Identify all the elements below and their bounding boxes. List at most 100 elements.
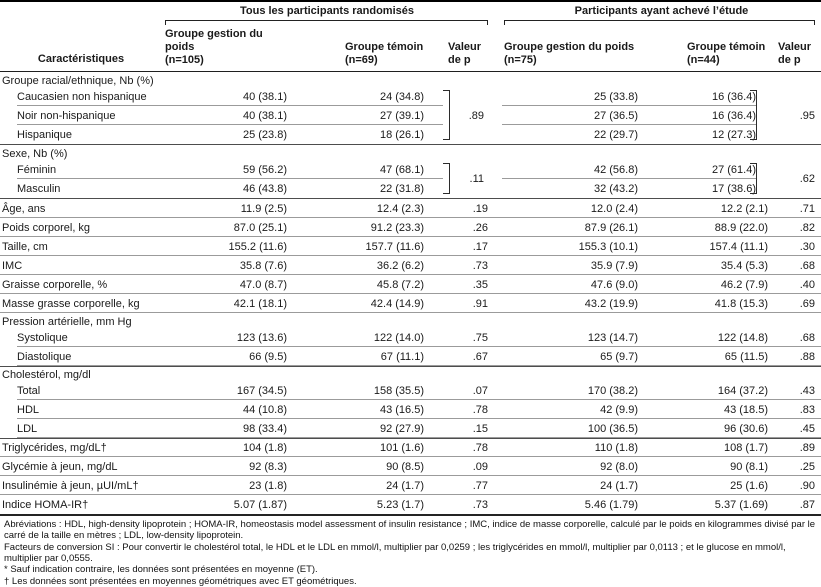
spanner-group-randomized: Tous les participants randomisés — [162, 4, 492, 25]
cell: 18 (26.1) — [379, 128, 424, 141]
table-row: Glycémie à jeun, mg/dL 92 (8.3) 90 (8.5) .0… — [0, 457, 821, 476]
cell: 92 (8.0) — [600, 460, 638, 473]
spanner-empty-cell — [0, 4, 162, 25]
cell: 35.4 (5.3) — [720, 259, 768, 272]
p-bracket — [750, 163, 757, 194]
cell: 158 (35.5) — [373, 384, 424, 397]
spanner-gap — [492, 4, 502, 25]
cell: 27 (36.5) — [593, 109, 638, 122]
row-label: LDL — [17, 422, 38, 435]
cell: 101 (1.6) — [379, 442, 424, 454]
table-header: Tous les participants randomisés Partici… — [0, 0, 821, 72]
table-row: Insulinémie à jeun, µUI/mL† 23 (1.8) 24 (1… — [0, 476, 821, 495]
cell: 155.3 (10.1) — [578, 240, 638, 253]
footnote-abbreviations: Abréviations : HDL, high-density lipopro… — [4, 519, 816, 541]
row-label: IMC — [2, 259, 23, 272]
group-label: Pression artérielle, mm Hg — [2, 316, 132, 328]
cell: .26 — [472, 221, 488, 234]
column-header-pvalue-completers: Valeur de p — [778, 41, 812, 66]
cell: .30 — [799, 240, 815, 253]
cell: 12.4 (2.3) — [376, 202, 424, 215]
p-value: .11 — [469, 173, 484, 185]
cell: 96 (30.6) — [723, 422, 768, 435]
cell: .89 — [799, 442, 815, 454]
bracket-section: Féminin 59 (56.2) 47 (68.1) 42 (56.8) 27 (61… — [0, 160, 821, 199]
cell: 98 (33.4) — [242, 422, 287, 435]
group-label: Groupe racial/ethnique, Nb (%) — [2, 75, 154, 87]
row-label: Glycémie à jeun, mg/dL — [2, 460, 118, 473]
cell: 16 (36.4) — [711, 109, 756, 122]
cell: .78 — [472, 442, 488, 454]
cell: 46 (43.8) — [242, 182, 287, 195]
cell: 66 (9.5) — [249, 350, 287, 363]
table-row: Triglycérides, mg/dL† 104 (1.8) 101 (1.6).… — [0, 438, 821, 457]
cell: .43 — [799, 384, 815, 397]
cell: .77 — [472, 479, 488, 492]
p-value: .62 — [799, 173, 815, 185]
table-row: Taille, cm 155.2 (11.6) 157.7 (11.6) .17 155… — [0, 237, 821, 256]
row-label: Noir non-hispanique — [17, 109, 116, 122]
cell: 88.9 (22.0) — [714, 221, 768, 234]
row-label: HDL — [17, 403, 40, 416]
cell: 90 (8.1) — [730, 460, 768, 473]
p-value: .95 — [799, 109, 815, 122]
cell: 43.2 (19.9) — [584, 297, 638, 310]
spanner-title-randomized: Tous les participants randomisés — [239, 5, 414, 17]
cell: 87.0 (25.1) — [233, 221, 287, 234]
footnote-dagger: † Les données sont présentées en moyenne… — [4, 575, 357, 587]
group-header-row: Groupe racial/ethnique, Nb (%) — [0, 72, 821, 87]
cell: 170 (38.2) — [587, 384, 638, 397]
table-row: Caucasien non hispanique 40 (38.1) 24 (34.… — [0, 87, 821, 106]
cell: .73 — [472, 259, 488, 272]
row-label: Masculin — [17, 182, 61, 195]
table-row: Noir non-hispanique 40 (38.1) 27 (39.1) 27 … — [0, 106, 821, 125]
cell: 23 (1.8) — [249, 479, 287, 492]
cell: 104 (1.8) — [242, 442, 287, 454]
cell: .88 — [799, 350, 815, 363]
p-bracket — [750, 90, 757, 140]
column-headers-row: Caractéristiques Groupe gestion du poids… — [0, 25, 821, 71]
table-row: Indice HOMA-IR† 5.07 (1.87) 5.23 (1.7) .73 5… — [0, 495, 821, 514]
row-label: Indice HOMA-IR† — [2, 498, 89, 511]
group-header-row: Pression artérielle, mm Hg — [0, 313, 821, 328]
cell: 167 (34.5) — [236, 384, 287, 397]
cell: .73 — [472, 498, 488, 511]
table-row: Masculin 46 (43.8) 22 (31.8) 32 (43.2) 17 (3… — [0, 179, 821, 198]
cell: .87 — [799, 498, 815, 511]
column-header-control-randomized: Groupe témoin (n=69) — [345, 41, 424, 66]
cell: 157.7 (11.6) — [365, 240, 424, 253]
cell: 5.07 (1.87) — [233, 498, 287, 511]
cell: 157.4 (11.1) — [709, 240, 768, 253]
row-label: Hispanique — [17, 128, 73, 141]
row-label: Total — [17, 384, 41, 397]
cell: 25 (1.6) — [730, 479, 768, 492]
row-label: Taille, cm — [2, 240, 48, 253]
row-label: Systolique — [17, 331, 68, 344]
spanner-group-completers: Participants ayant achevé l’étude — [502, 4, 821, 25]
cell: 24 (1.7) — [600, 479, 638, 492]
cell: 25 (33.8) — [593, 90, 638, 103]
cell: .19 — [472, 202, 488, 215]
cell: 24 (1.7) — [386, 479, 424, 492]
spanner-title-completers: Participants ayant achevé l’étude — [574, 5, 749, 17]
row-label: Féminin — [17, 163, 57, 176]
cell: 40 (38.1) — [242, 90, 287, 103]
cell: 11.9 (2.5) — [240, 202, 287, 215]
cell: 16 (36.4) — [711, 90, 756, 103]
cell: 12.2 (2.1) — [720, 202, 768, 215]
cell: 47.6 (9.0) — [590, 278, 638, 291]
cell: .09 — [472, 460, 488, 473]
cell: .35 — [472, 278, 488, 291]
cell: .71 — [799, 202, 815, 215]
cell: 40 (38.1) — [242, 109, 287, 122]
bracket-section: Caucasien non hispanique 40 (38.1) 24 (34.… — [0, 87, 821, 145]
group-header-row: Cholestérol, mg/dl — [0, 366, 821, 381]
row-label: Caucasien non hispanique — [17, 90, 147, 103]
cell: 164 (37.2) — [717, 384, 768, 397]
row-label: Graisse corporelle, % — [2, 278, 108, 291]
row-label: Diastolique — [17, 350, 72, 363]
cell: .82 — [799, 221, 815, 234]
cell: 65 (11.5) — [724, 350, 768, 363]
cell: 46.2 (7.9) — [720, 278, 768, 291]
